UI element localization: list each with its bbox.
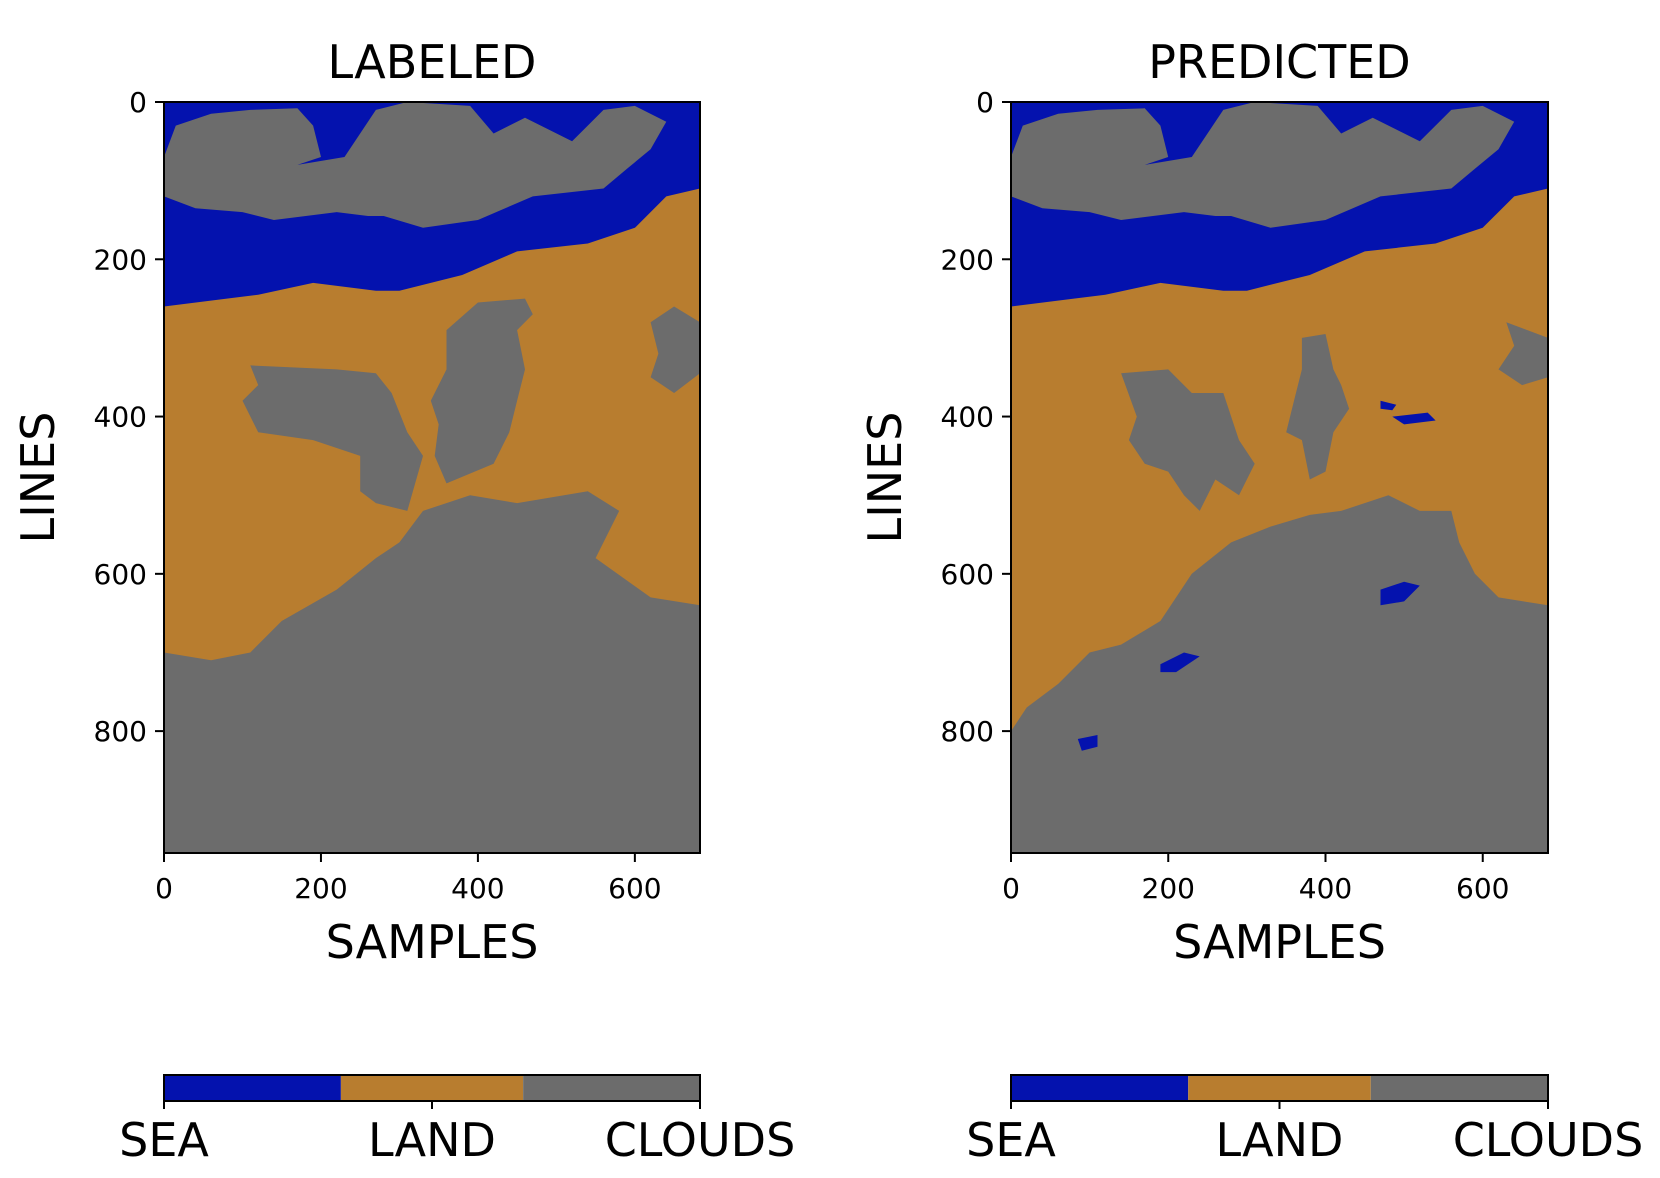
colorbar-swatch-land — [340, 1075, 524, 1101]
colorbar-label-sea: SEA — [119, 1113, 209, 1167]
y-tick-label: 600 — [941, 558, 994, 591]
colorbar-swatch-sea — [164, 1075, 341, 1101]
panel-2: PREDICTED 0 200 400 600 0 200 400 600 800 SAMPLES L… — [858, 35, 1643, 1167]
sea-region — [1077, 735, 1098, 751]
colorbar-swatch-land — [1188, 1075, 1371, 1101]
plot-frame — [163, 101, 701, 854]
x-axis-label: SAMPLES — [326, 915, 539, 969]
sea-region — [1380, 400, 1397, 411]
y-tick-label: 0 — [129, 86, 147, 119]
x-axis-label: SAMPLES — [1173, 915, 1386, 969]
x-tick-label: 600 — [608, 872, 661, 905]
clouds-region — [164, 491, 700, 853]
x-tick-label: 400 — [451, 872, 504, 905]
colorbar-swatch-clouds — [1370, 1075, 1548, 1101]
clouds-region — [650, 306, 700, 393]
y-axis-label: LINES — [858, 412, 912, 544]
y-tick-label: 400 — [94, 401, 147, 434]
colorbar-swatch-clouds — [523, 1075, 700, 1101]
clouds-region — [164, 102, 667, 228]
colorbar: SEA LAND CLOUDS — [119, 1074, 796, 1167]
clouds-region — [1286, 334, 1350, 480]
panel-1: LABELED 0 200 400 600 0 200 400 600 800 SAMPLES LIN… — [11, 35, 795, 1167]
panel-title: LABELED — [328, 35, 537, 89]
y-tick-label: 800 — [94, 715, 147, 748]
x-tick-label: 200 — [1142, 872, 1195, 905]
x-tick-label: 0 — [1002, 872, 1020, 905]
clouds-region — [1498, 322, 1548, 386]
clouds-region — [1121, 369, 1255, 511]
colorbar-label-clouds: CLOUDS — [605, 1113, 796, 1167]
colorbar-label-clouds: CLOUDS — [1453, 1113, 1644, 1167]
x-tick-label: 0 — [155, 872, 173, 905]
sea-region — [1392, 412, 1436, 425]
y-axis-label: LINES — [11, 412, 65, 544]
x-tick-label: 400 — [1299, 872, 1352, 905]
class-regions — [1011, 102, 1548, 853]
y-tick-label: 200 — [941, 243, 994, 276]
x-tick-label: 200 — [294, 872, 347, 905]
class-regions — [164, 102, 700, 853]
clouds-region — [242, 365, 423, 511]
colorbar-swatch-sea — [1011, 1075, 1189, 1101]
clouds-region — [1011, 102, 1515, 228]
y-tick-label: 800 — [941, 715, 994, 748]
y-tick-label: 600 — [94, 558, 147, 591]
colorbar: SEA LAND CLOUDS — [966, 1074, 1644, 1167]
panel-title: PREDICTED — [1148, 35, 1410, 89]
colorbar-label-land: LAND — [368, 1113, 496, 1167]
sea-region — [1160, 652, 1200, 673]
plot-frame — [1010, 101, 1549, 854]
y-tick-label: 400 — [941, 401, 994, 434]
clouds-region — [430, 298, 533, 484]
y-tick-label: 0 — [976, 86, 994, 119]
colorbar-label-land: LAND — [1216, 1113, 1344, 1167]
sea-region — [1380, 581, 1420, 606]
x-tick-label: 600 — [1456, 872, 1509, 905]
colorbar-label-sea: SEA — [966, 1113, 1056, 1167]
y-tick-label: 200 — [94, 243, 147, 276]
